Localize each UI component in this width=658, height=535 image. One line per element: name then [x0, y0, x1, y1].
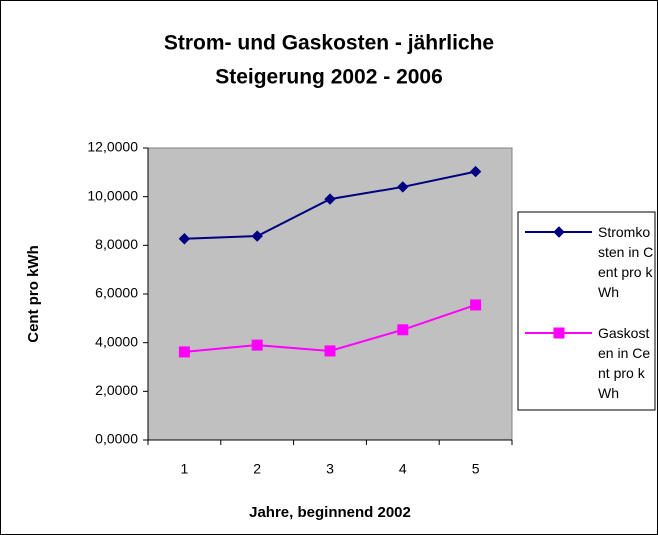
legend-label: Stromkosten in Cent pro kWh: [598, 224, 654, 300]
legend-label: Gaskosten in Cent pro kWh: [598, 325, 651, 401]
x-axis-label: Jahre, beginnend 2002: [249, 504, 411, 521]
data-point: [469, 165, 482, 178]
data-point: [397, 181, 409, 193]
x-tick-label: 3: [326, 461, 334, 477]
data-point: [324, 193, 336, 205]
x-tick-label: 5: [472, 461, 480, 477]
data-point: [251, 230, 263, 242]
x-tick-label: 4: [399, 461, 407, 477]
x-tick-label: 1: [181, 461, 189, 477]
data-point: [251, 339, 263, 351]
plot-area: [147, 147, 513, 441]
data-point: [470, 299, 482, 311]
y-tick-label: 10,0000: [87, 187, 138, 203]
legend-marker: [553, 327, 565, 339]
y-axis-label: Cent pro kWh: [25, 245, 42, 343]
data-point: [397, 324, 409, 336]
y-tick-label: 12,0000: [87, 139, 138, 155]
y-tick-label: 2,0000: [95, 382, 138, 398]
data-point: [324, 345, 336, 357]
y-tick-label: 0,0000: [95, 431, 138, 447]
y-tick-label: 4,0000: [95, 333, 138, 349]
chart-title: Steigerung 2002 - 2006: [215, 66, 443, 89]
data-point: [178, 346, 190, 358]
data-point: [178, 233, 191, 245]
y-tick-label: 8,0000: [95, 236, 138, 252]
chart-title: Strom- und Gaskosten - jährliche: [164, 32, 494, 55]
legend-box: [517, 211, 656, 411]
y-tick-label: 6,0000: [95, 285, 138, 301]
x-tick-label: 2: [253, 461, 261, 477]
legend-marker: [553, 226, 565, 238]
